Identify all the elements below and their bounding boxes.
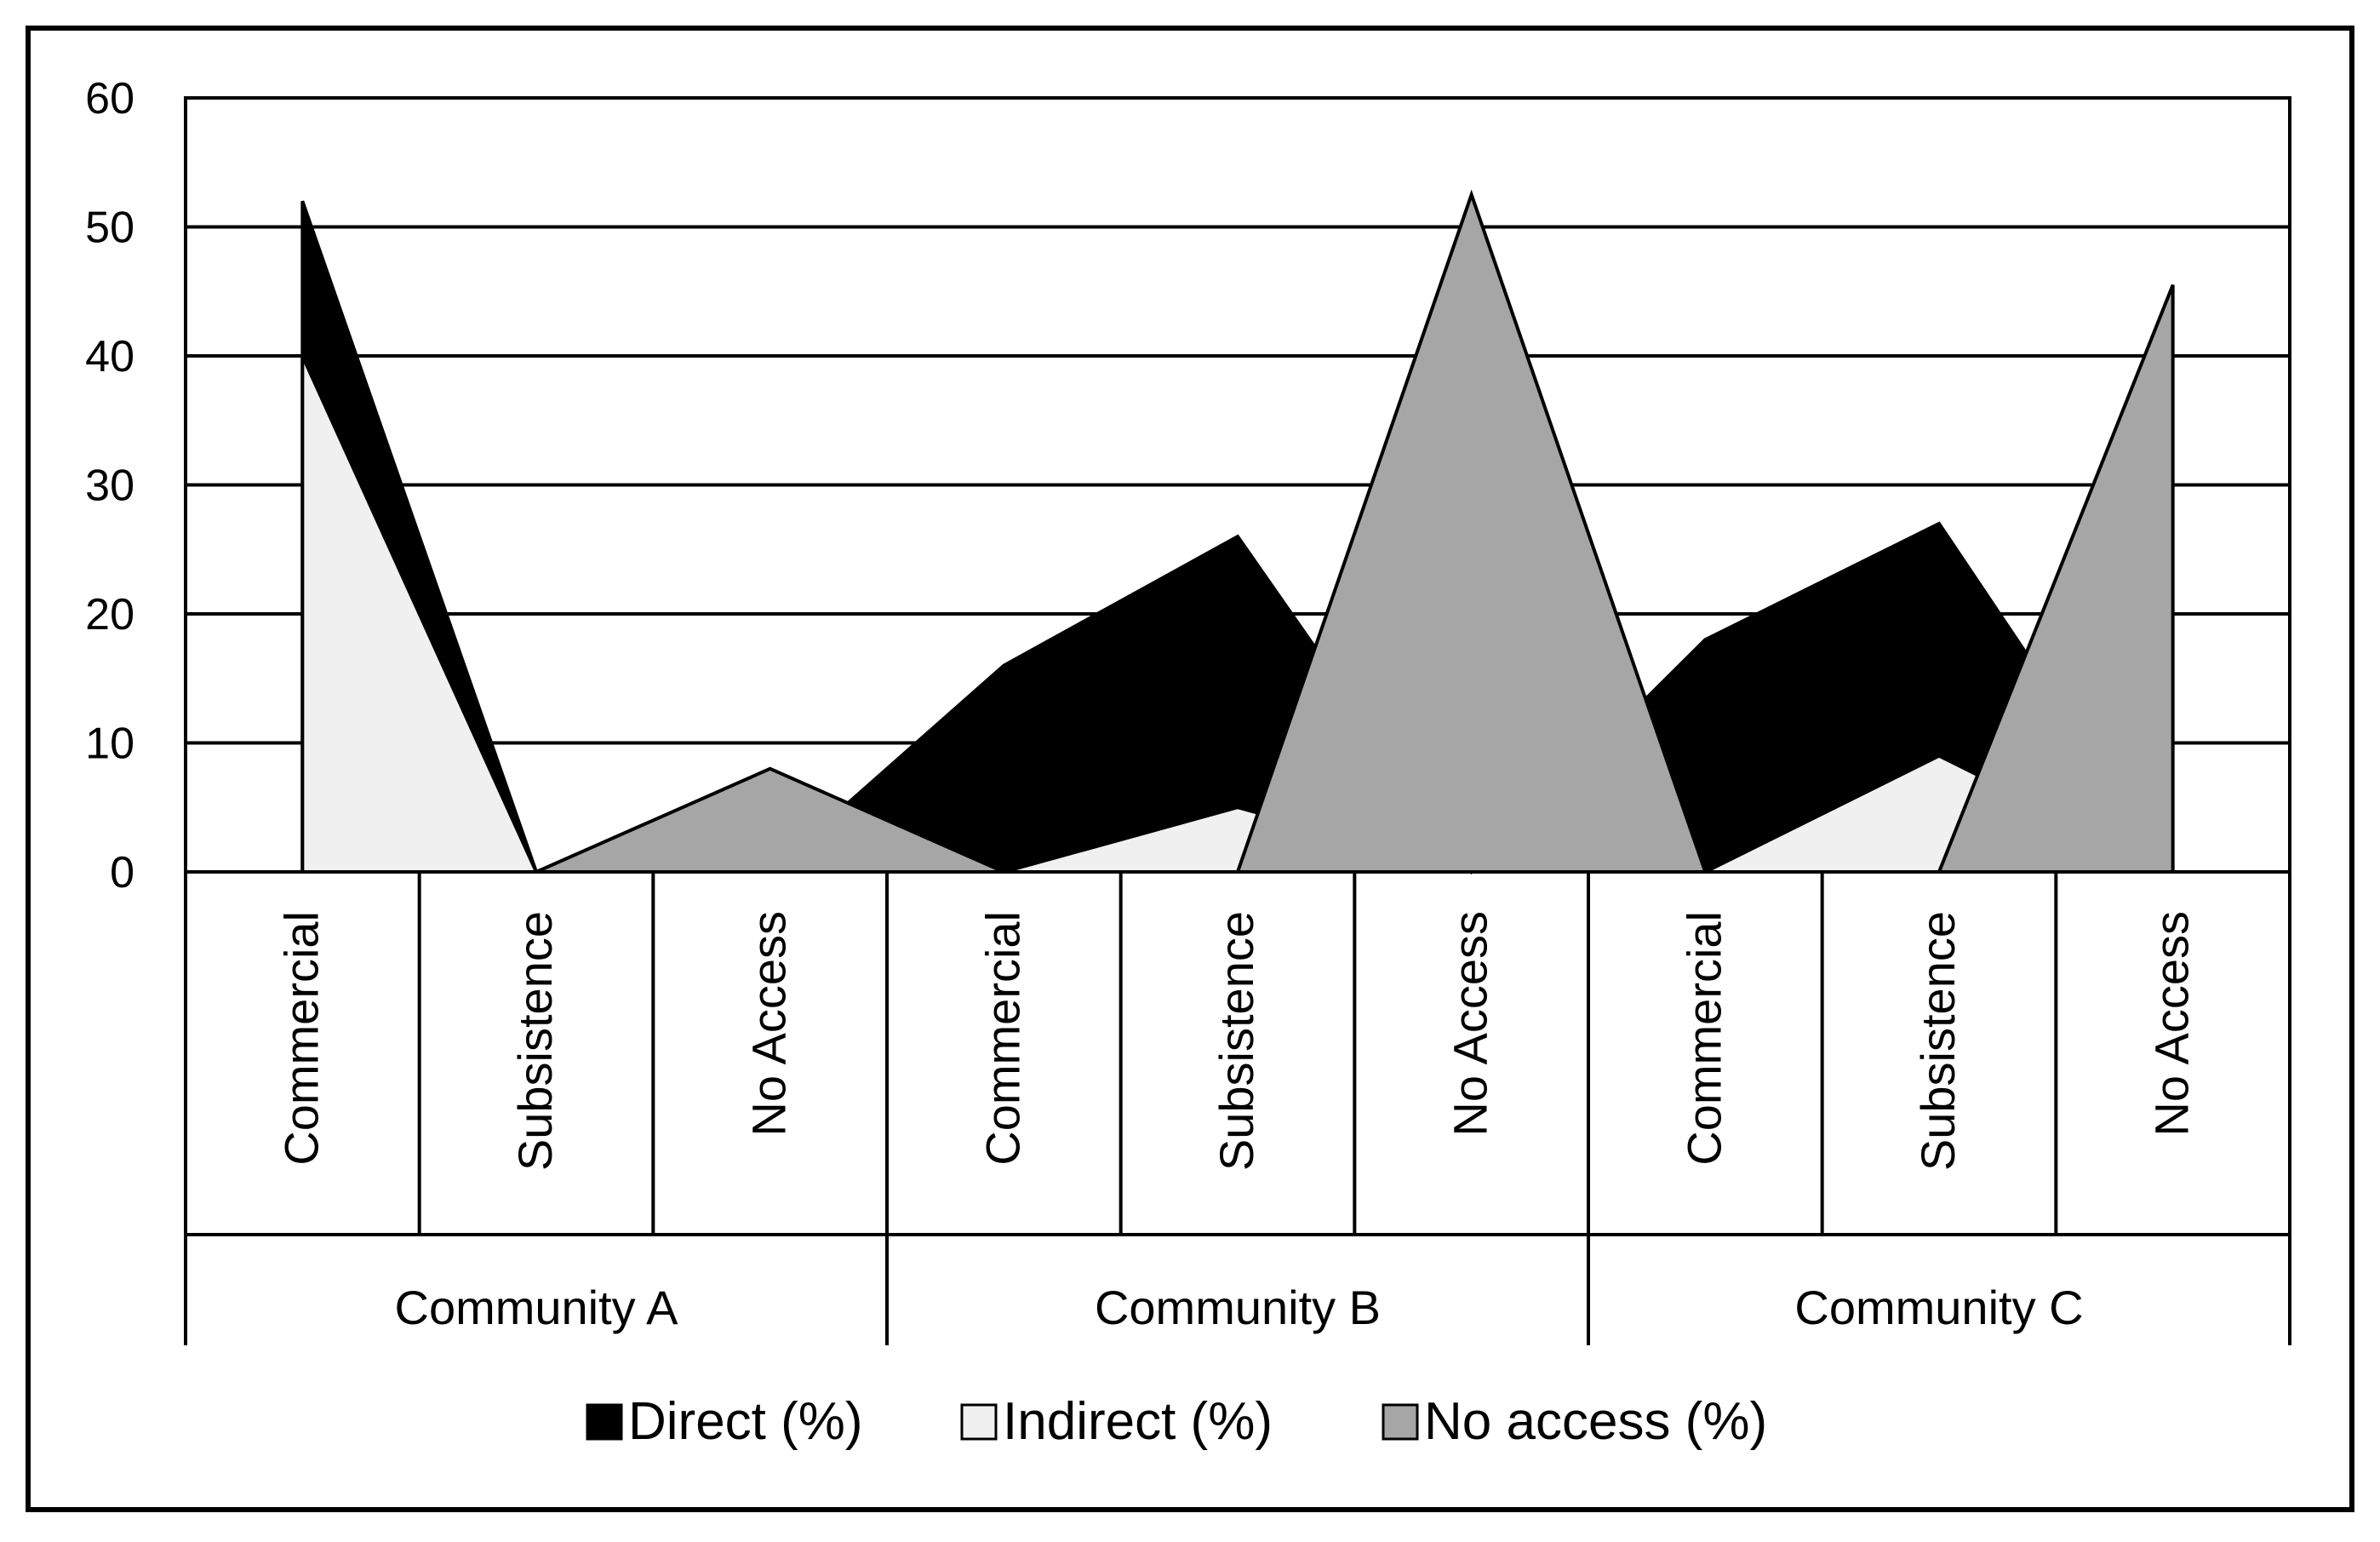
y-tick-label: 60 bbox=[85, 74, 134, 123]
category-label: No Access bbox=[2145, 911, 2199, 1137]
category-label: Subsistence bbox=[508, 911, 562, 1171]
category-label: Subsistence bbox=[1210, 911, 1263, 1171]
category-label: Commercial bbox=[1677, 911, 1731, 1166]
legend-swatch bbox=[960, 1403, 998, 1441]
legend-swatch bbox=[1382, 1403, 1419, 1441]
area-direct bbox=[300, 200, 2177, 875]
y-tick-label: 0 bbox=[110, 848, 134, 897]
y-tick-label: 10 bbox=[85, 719, 134, 769]
group-label: Community A bbox=[395, 1281, 679, 1334]
y-tick-label: 40 bbox=[85, 332, 134, 381]
category-label: Commercial bbox=[274, 911, 328, 1166]
legend-label: No access (%) bbox=[1424, 1392, 1767, 1451]
legend-swatch bbox=[586, 1403, 623, 1441]
category-label: No Access bbox=[1444, 911, 1497, 1137]
category-label: No Access bbox=[742, 911, 796, 1137]
group-label: Community C bbox=[1794, 1281, 2083, 1334]
legend-label: Indirect (%) bbox=[1003, 1392, 1273, 1451]
y-tick-label: 50 bbox=[85, 203, 134, 253]
group-label: Community B bbox=[1095, 1281, 1381, 1334]
category-label: Subsistence bbox=[1911, 911, 1965, 1171]
y-tick-label: 30 bbox=[85, 461, 134, 511]
category-label: Commercial bbox=[975, 911, 1029, 1166]
y-tick-label: 20 bbox=[85, 590, 134, 639]
legend-label: Direct (%) bbox=[628, 1392, 863, 1451]
area-no-access bbox=[302, 189, 2175, 874]
